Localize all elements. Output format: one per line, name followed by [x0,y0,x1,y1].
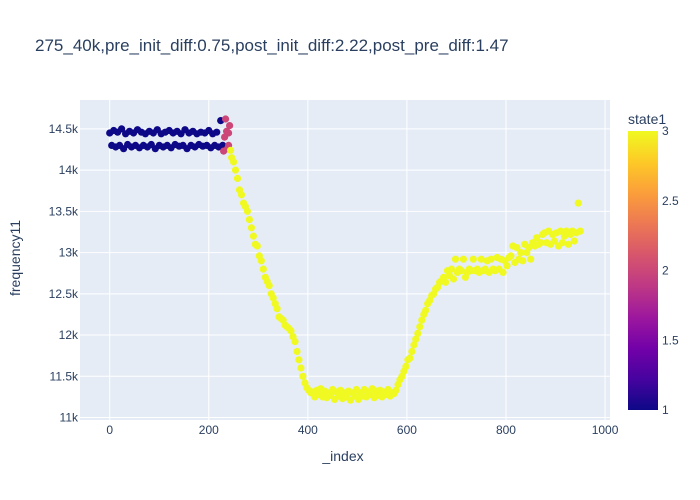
scatter-point [570,237,578,245]
scatter-point [418,316,426,324]
scatter-point [230,158,238,166]
scatter-point [226,122,234,130]
colorbar-tick-label: 1 [662,403,669,417]
scatter-point [247,224,255,232]
scatter-point [422,306,430,314]
scatter-point [414,329,422,337]
scatter-point [249,232,257,240]
scatter-point [222,115,230,123]
y-axis-label: frequency11 [7,220,23,296]
scatter-point [297,364,305,372]
scatter-point [558,239,567,247]
scatter-point [118,125,126,133]
y-tick-label: 11.5k [50,369,79,383]
scatter-point [519,257,527,265]
scatter-point [517,249,525,257]
colorbar-tick-label: 2.5 [662,194,679,208]
scatter-point [406,354,414,362]
y-tick-labels: 11k 11.5k 12k 12.5k 13k 13.5k 14k 14.5k [49,122,79,425]
scatter-point [457,267,465,275]
scatter-point [449,275,458,283]
scatter-point [556,227,565,235]
scatter-point [295,356,303,364]
scatter-point [533,234,541,242]
scatter-point [269,294,277,302]
x-tick-label: 1000 [592,423,619,437]
y-tick-label: 14.5k [49,122,79,136]
y-tick-label: 14k [59,163,79,177]
scatter-point [392,386,400,394]
scatter-point [487,255,495,263]
x-tick-labels: 0 200 400 600 800 1000 [106,423,618,437]
scatter-point [477,255,485,263]
colorbar [628,131,658,410]
y-tick-label: 12.5k [49,287,79,301]
x-tick-label: 400 [298,423,318,437]
scatter-point [469,255,477,263]
scatter-point [293,347,301,356]
data-points [106,115,584,404]
scatter-point [412,335,420,343]
scatter-point [243,207,251,215]
scatter-point [513,244,521,252]
colorbar-tick-labels: 1 1.5 2 2.5 3 [662,124,679,417]
colorbar-tick-label: 2 [662,264,669,278]
scatter-point [265,282,273,290]
chart-title: 275_40k,pre_init_diff:0.75,post_init_dif… [35,36,509,55]
scatter-point [537,239,545,247]
scatter-point [564,240,573,248]
colorbar-title: state1 [628,111,666,127]
scatter-point [273,305,281,313]
x-tick-label: 600 [397,423,417,437]
x-axis-label: _index [321,448,363,464]
y-tick-label: 11k [60,411,79,425]
scatter-point [499,268,507,276]
colorbar-tick-label: 1.5 [662,333,679,347]
scatter-point [299,372,307,380]
scatter-point [237,191,246,199]
y-tick-label: 13k [59,246,79,260]
x-tick-label: 800 [496,423,516,437]
x-tick-label: 0 [106,423,113,437]
scatter-point [527,255,535,263]
scatter-point [574,199,582,207]
scatter-point [408,347,416,356]
scatter-point [576,227,584,235]
colorbar-tick-label: 3 [662,124,669,138]
scatter-point [245,216,253,224]
scatter-point [410,341,418,349]
scatter-point [253,242,261,250]
scatter-point [451,255,460,263]
scatter-point [442,278,450,286]
scatter-point [291,338,299,346]
scatter-point [507,252,515,260]
scatter-point [287,327,295,335]
scatter-point [503,262,511,270]
y-tick-label: 12k [59,328,79,342]
scatter-point [225,129,233,137]
y-tick-label: 13.5k [49,204,79,218]
scatter-point [447,265,456,273]
scatter-point [257,257,265,265]
scatter-point [459,255,467,263]
scatter-point [233,174,242,182]
scatter-point [402,362,410,370]
x-tick-label: 200 [199,423,219,437]
scatter-point [227,146,235,154]
scatter-point [259,265,267,273]
scatter-point [231,166,240,174]
scatter-point [416,323,424,331]
scatter-point [213,128,221,136]
scatter-point [550,237,559,245]
scatter-point [525,244,533,252]
